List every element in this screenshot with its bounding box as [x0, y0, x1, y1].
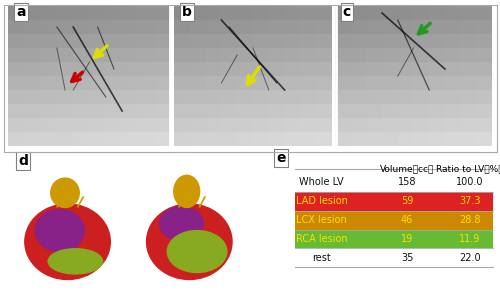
Ellipse shape: [174, 175, 200, 207]
Text: 22.0: 22.0: [459, 253, 481, 263]
Text: 35: 35: [401, 253, 413, 263]
Text: d: d: [18, 154, 28, 168]
Ellipse shape: [48, 249, 102, 274]
Text: 37.3: 37.3: [459, 196, 481, 206]
Ellipse shape: [160, 207, 204, 240]
Ellipse shape: [35, 209, 84, 251]
Text: 46: 46: [401, 215, 413, 225]
Text: 59: 59: [401, 196, 413, 206]
Text: 19: 19: [401, 234, 413, 244]
Text: 158: 158: [398, 177, 416, 187]
Text: 28.8: 28.8: [459, 215, 481, 225]
Text: c: c: [343, 5, 351, 19]
Ellipse shape: [50, 178, 79, 208]
Text: e: e: [276, 151, 286, 165]
Text: 100.0: 100.0: [456, 177, 484, 187]
Ellipse shape: [25, 204, 110, 279]
Text: 11.9: 11.9: [460, 234, 480, 244]
FancyBboxPatch shape: [294, 230, 492, 248]
Text: rest: rest: [312, 253, 331, 263]
FancyBboxPatch shape: [294, 192, 492, 211]
Text: a: a: [16, 5, 26, 19]
FancyBboxPatch shape: [294, 211, 492, 230]
Ellipse shape: [146, 204, 232, 279]
Text: Ratio to LV（%）: Ratio to LV（%）: [436, 164, 500, 174]
Text: b: b: [182, 5, 192, 19]
Text: LCX lesion: LCX lesion: [296, 215, 347, 225]
Text: Whole LV: Whole LV: [299, 177, 344, 187]
Text: LAD lesion: LAD lesion: [296, 196, 348, 206]
Text: RCA lesion: RCA lesion: [296, 234, 348, 244]
Ellipse shape: [168, 230, 227, 272]
Text: Volume（cc）: Volume（cc）: [380, 164, 434, 174]
